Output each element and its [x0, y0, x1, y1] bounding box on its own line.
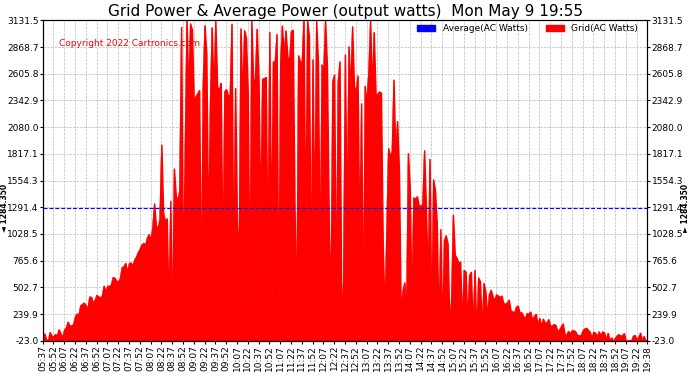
Title: Grid Power & Average Power (output watts)  Mon May 9 19:55: Grid Power & Average Power (output watts…: [108, 4, 582, 19]
Legend: Average(AC Watts), Grid(AC Watts): Average(AC Watts), Grid(AC Watts): [414, 20, 642, 36]
Text: ► 1284.350: ► 1284.350: [681, 184, 690, 232]
Text: ◄ 1284.350: ◄ 1284.350: [0, 184, 9, 232]
Text: Copyright 2022 Cartronics.com: Copyright 2022 Cartronics.com: [59, 39, 199, 48]
